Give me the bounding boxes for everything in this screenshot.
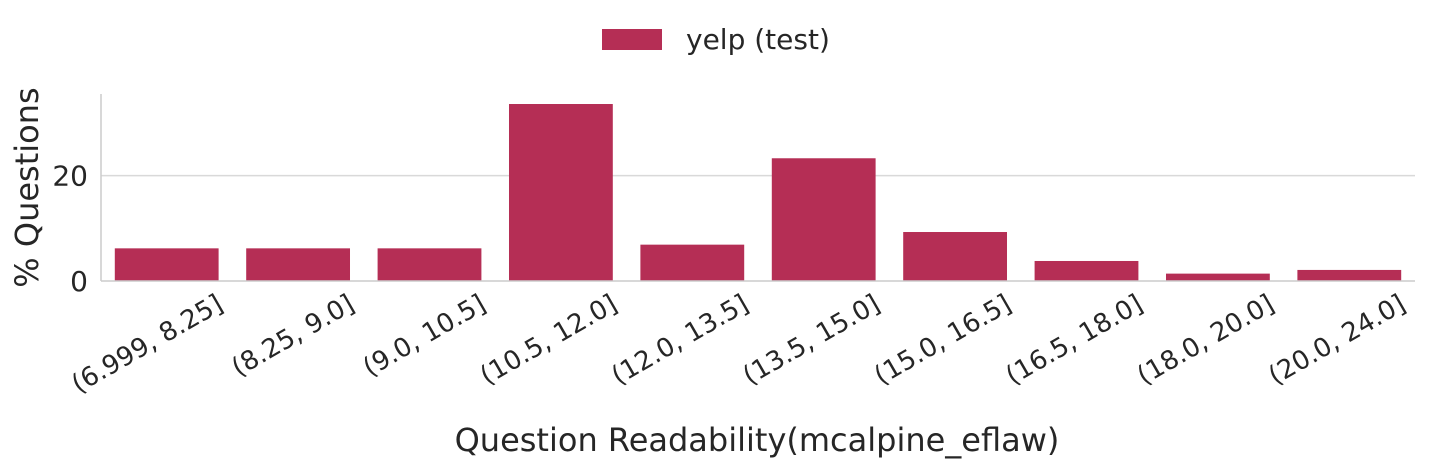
bar[interactable] <box>246 248 351 281</box>
x-tick-label: (13.5, 15.0] <box>738 289 885 391</box>
x-tick-label: (20.0, 24.0] <box>1264 289 1411 391</box>
x-tick-label: (15.0, 16.5] <box>869 289 1016 391</box>
x-tick-label: (10.5, 12.0] <box>475 289 622 391</box>
y-tick-labels: 0 20 <box>52 160 88 298</box>
x-tick-label: (18.0, 20.0] <box>1132 289 1279 391</box>
y-axis-title: % Questions <box>8 87 46 287</box>
legend[interactable]: yelp (test) <box>602 23 830 56</box>
x-tick-labels: (6.999, 8.25](8.25, 9.0](9.0, 10.5](10.5… <box>67 289 1411 400</box>
x-tick-label: (16.5, 18.0] <box>1001 289 1148 391</box>
x-axis-title: Question Readability(mcalpine_eflaw) <box>455 421 1060 459</box>
bar[interactable] <box>903 232 1008 281</box>
y-tick-label: 0 <box>70 265 88 298</box>
legend-label: yelp (test) <box>686 23 830 56</box>
bar[interactable] <box>1034 260 1139 281</box>
bar[interactable] <box>377 248 482 281</box>
x-tick-label: (12.0, 13.5] <box>607 289 754 391</box>
x-tick-label: (9.0, 10.5] <box>358 289 491 383</box>
bar[interactable] <box>508 104 613 281</box>
bar[interactable] <box>1297 269 1402 281</box>
bar[interactable] <box>640 244 745 281</box>
bars <box>114 104 1402 281</box>
bar[interactable] <box>771 158 876 281</box>
legend-swatch <box>602 29 662 50</box>
x-tick-label: (8.25, 9.0] <box>227 289 360 383</box>
bar[interactable] <box>1165 273 1270 281</box>
x-tick-label: (6.999, 8.25] <box>67 289 228 400</box>
y-tick-label: 20 <box>52 160 88 193</box>
bar[interactable] <box>114 248 219 281</box>
